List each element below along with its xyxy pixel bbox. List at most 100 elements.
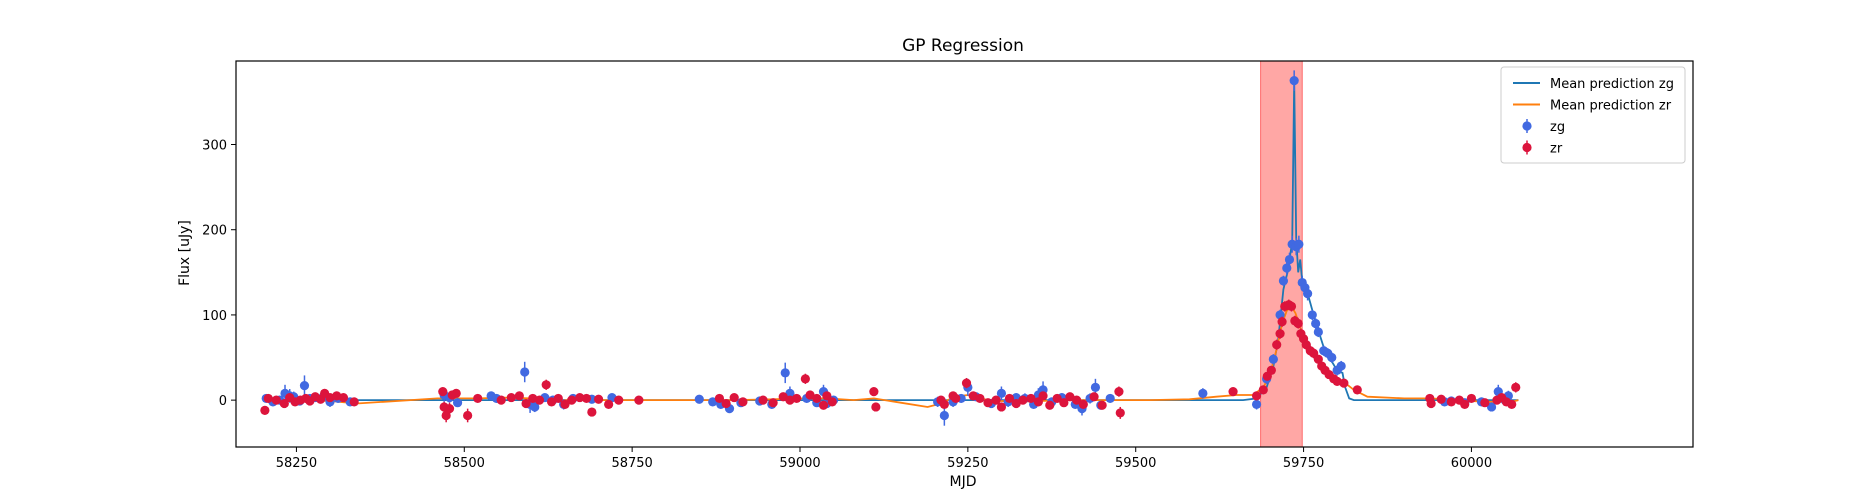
data-point bbox=[496, 395, 506, 405]
data-point bbox=[451, 388, 461, 398]
data-point bbox=[1289, 75, 1299, 86]
data-point bbox=[729, 392, 739, 403]
data-point bbox=[593, 394, 604, 404]
y-tick-label: 0 bbox=[219, 394, 227, 409]
x-tick-label: 59500 bbox=[1115, 456, 1156, 471]
data-point bbox=[996, 388, 1007, 398]
data-point bbox=[871, 402, 881, 412]
data-point bbox=[1436, 394, 1446, 404]
data-point bbox=[822, 391, 832, 401]
data-point bbox=[996, 402, 1007, 412]
data-point bbox=[1045, 400, 1055, 410]
data-point bbox=[1038, 391, 1048, 401]
data-point bbox=[263, 393, 273, 404]
data-point bbox=[975, 393, 985, 404]
data-point bbox=[939, 399, 949, 409]
data-point bbox=[634, 395, 644, 405]
x-tick-label: 59250 bbox=[947, 456, 988, 471]
y-axis: 0 100 200 300 bbox=[202, 139, 236, 409]
data-point bbox=[1293, 318, 1303, 329]
legend-label: Mean prediction zg bbox=[1550, 77, 1674, 92]
legend-label: Mean prediction zr bbox=[1550, 99, 1672, 114]
data-point bbox=[614, 395, 624, 405]
data-point bbox=[441, 410, 451, 421]
data-point bbox=[792, 393, 802, 404]
data-point bbox=[951, 393, 961, 404]
data-point bbox=[1272, 340, 1282, 350]
data-point bbox=[1090, 382, 1101, 392]
data-point bbox=[714, 393, 725, 404]
data-point bbox=[1105, 393, 1115, 404]
data-point bbox=[473, 393, 483, 404]
data-point bbox=[604, 399, 614, 409]
data-point bbox=[1089, 392, 1099, 402]
data-point bbox=[1059, 398, 1069, 408]
data-point bbox=[1480, 398, 1490, 408]
data-point bbox=[463, 410, 473, 421]
data-point bbox=[818, 400, 829, 410]
data-point bbox=[800, 374, 810, 384]
data-point bbox=[1018, 395, 1028, 405]
y-tick-label: 200 bbox=[202, 224, 227, 239]
data-point bbox=[1307, 310, 1317, 320]
data-point bbox=[541, 380, 551, 390]
data-point bbox=[506, 392, 516, 403]
data-point bbox=[260, 405, 270, 415]
legend: Mean prediction zg Mean prediction zr zg zr bbox=[1500, 66, 1686, 164]
data-point bbox=[1275, 329, 1285, 339]
data-point bbox=[1114, 387, 1124, 397]
data-point bbox=[1511, 382, 1521, 392]
data-point bbox=[1486, 402, 1497, 412]
data-point bbox=[1294, 239, 1304, 249]
data-point bbox=[349, 397, 359, 407]
chart-title: GP Regression bbox=[902, 36, 1024, 56]
data-point bbox=[521, 398, 531, 409]
data-point bbox=[939, 410, 949, 421]
data-point bbox=[452, 398, 463, 408]
data-point bbox=[514, 391, 524, 401]
legend-entry-zg: zg bbox=[1522, 119, 1565, 135]
legend-marker-swatch bbox=[1522, 142, 1532, 153]
data-point bbox=[438, 387, 448, 397]
x-tick-label: 58250 bbox=[276, 456, 317, 471]
data-point bbox=[738, 397, 748, 407]
data-point bbox=[1097, 400, 1107, 410]
legend-marker-swatch bbox=[1522, 121, 1532, 131]
data-point bbox=[812, 393, 822, 404]
data-point bbox=[520, 367, 530, 377]
data-point bbox=[567, 395, 577, 405]
data-point bbox=[338, 392, 349, 403]
data-point bbox=[444, 404, 455, 414]
x-axis-label: MJD bbox=[950, 474, 977, 490]
data-point bbox=[991, 395, 1001, 405]
data-point bbox=[721, 398, 731, 409]
x-tick-label: 60000 bbox=[1451, 456, 1492, 471]
data-point bbox=[768, 398, 778, 408]
legend-entry-mean-prediction-zg: Mean prediction zg bbox=[1513, 77, 1674, 92]
legend-box bbox=[1500, 66, 1686, 164]
data-point bbox=[983, 398, 993, 408]
data-point bbox=[1268, 354, 1278, 364]
data-point bbox=[581, 393, 592, 404]
data-point bbox=[1278, 276, 1289, 286]
data-point bbox=[1251, 399, 1262, 409]
data-point bbox=[1339, 378, 1349, 388]
data-point bbox=[1507, 399, 1517, 409]
data-point bbox=[869, 387, 879, 397]
series-points-zr bbox=[260, 299, 1521, 423]
data-point bbox=[553, 393, 563, 404]
data-point bbox=[271, 395, 281, 405]
data-point bbox=[1426, 398, 1436, 409]
legend-entry-mean-prediction-zr: Mean prediction zr bbox=[1513, 99, 1672, 114]
data-point bbox=[780, 368, 790, 378]
x-tick-label: 59750 bbox=[1283, 456, 1324, 471]
data-point bbox=[1352, 385, 1362, 395]
data-point bbox=[1446, 397, 1456, 407]
data-point bbox=[1004, 393, 1015, 404]
data-point bbox=[1052, 393, 1062, 404]
x-axis: 58250 58500 58750 59000 59250 59500 59750 60000 bbox=[276, 447, 1492, 471]
data-point bbox=[560, 399, 570, 409]
y-tick-label: 100 bbox=[202, 309, 227, 324]
y-tick-label: 300 bbox=[202, 139, 227, 154]
